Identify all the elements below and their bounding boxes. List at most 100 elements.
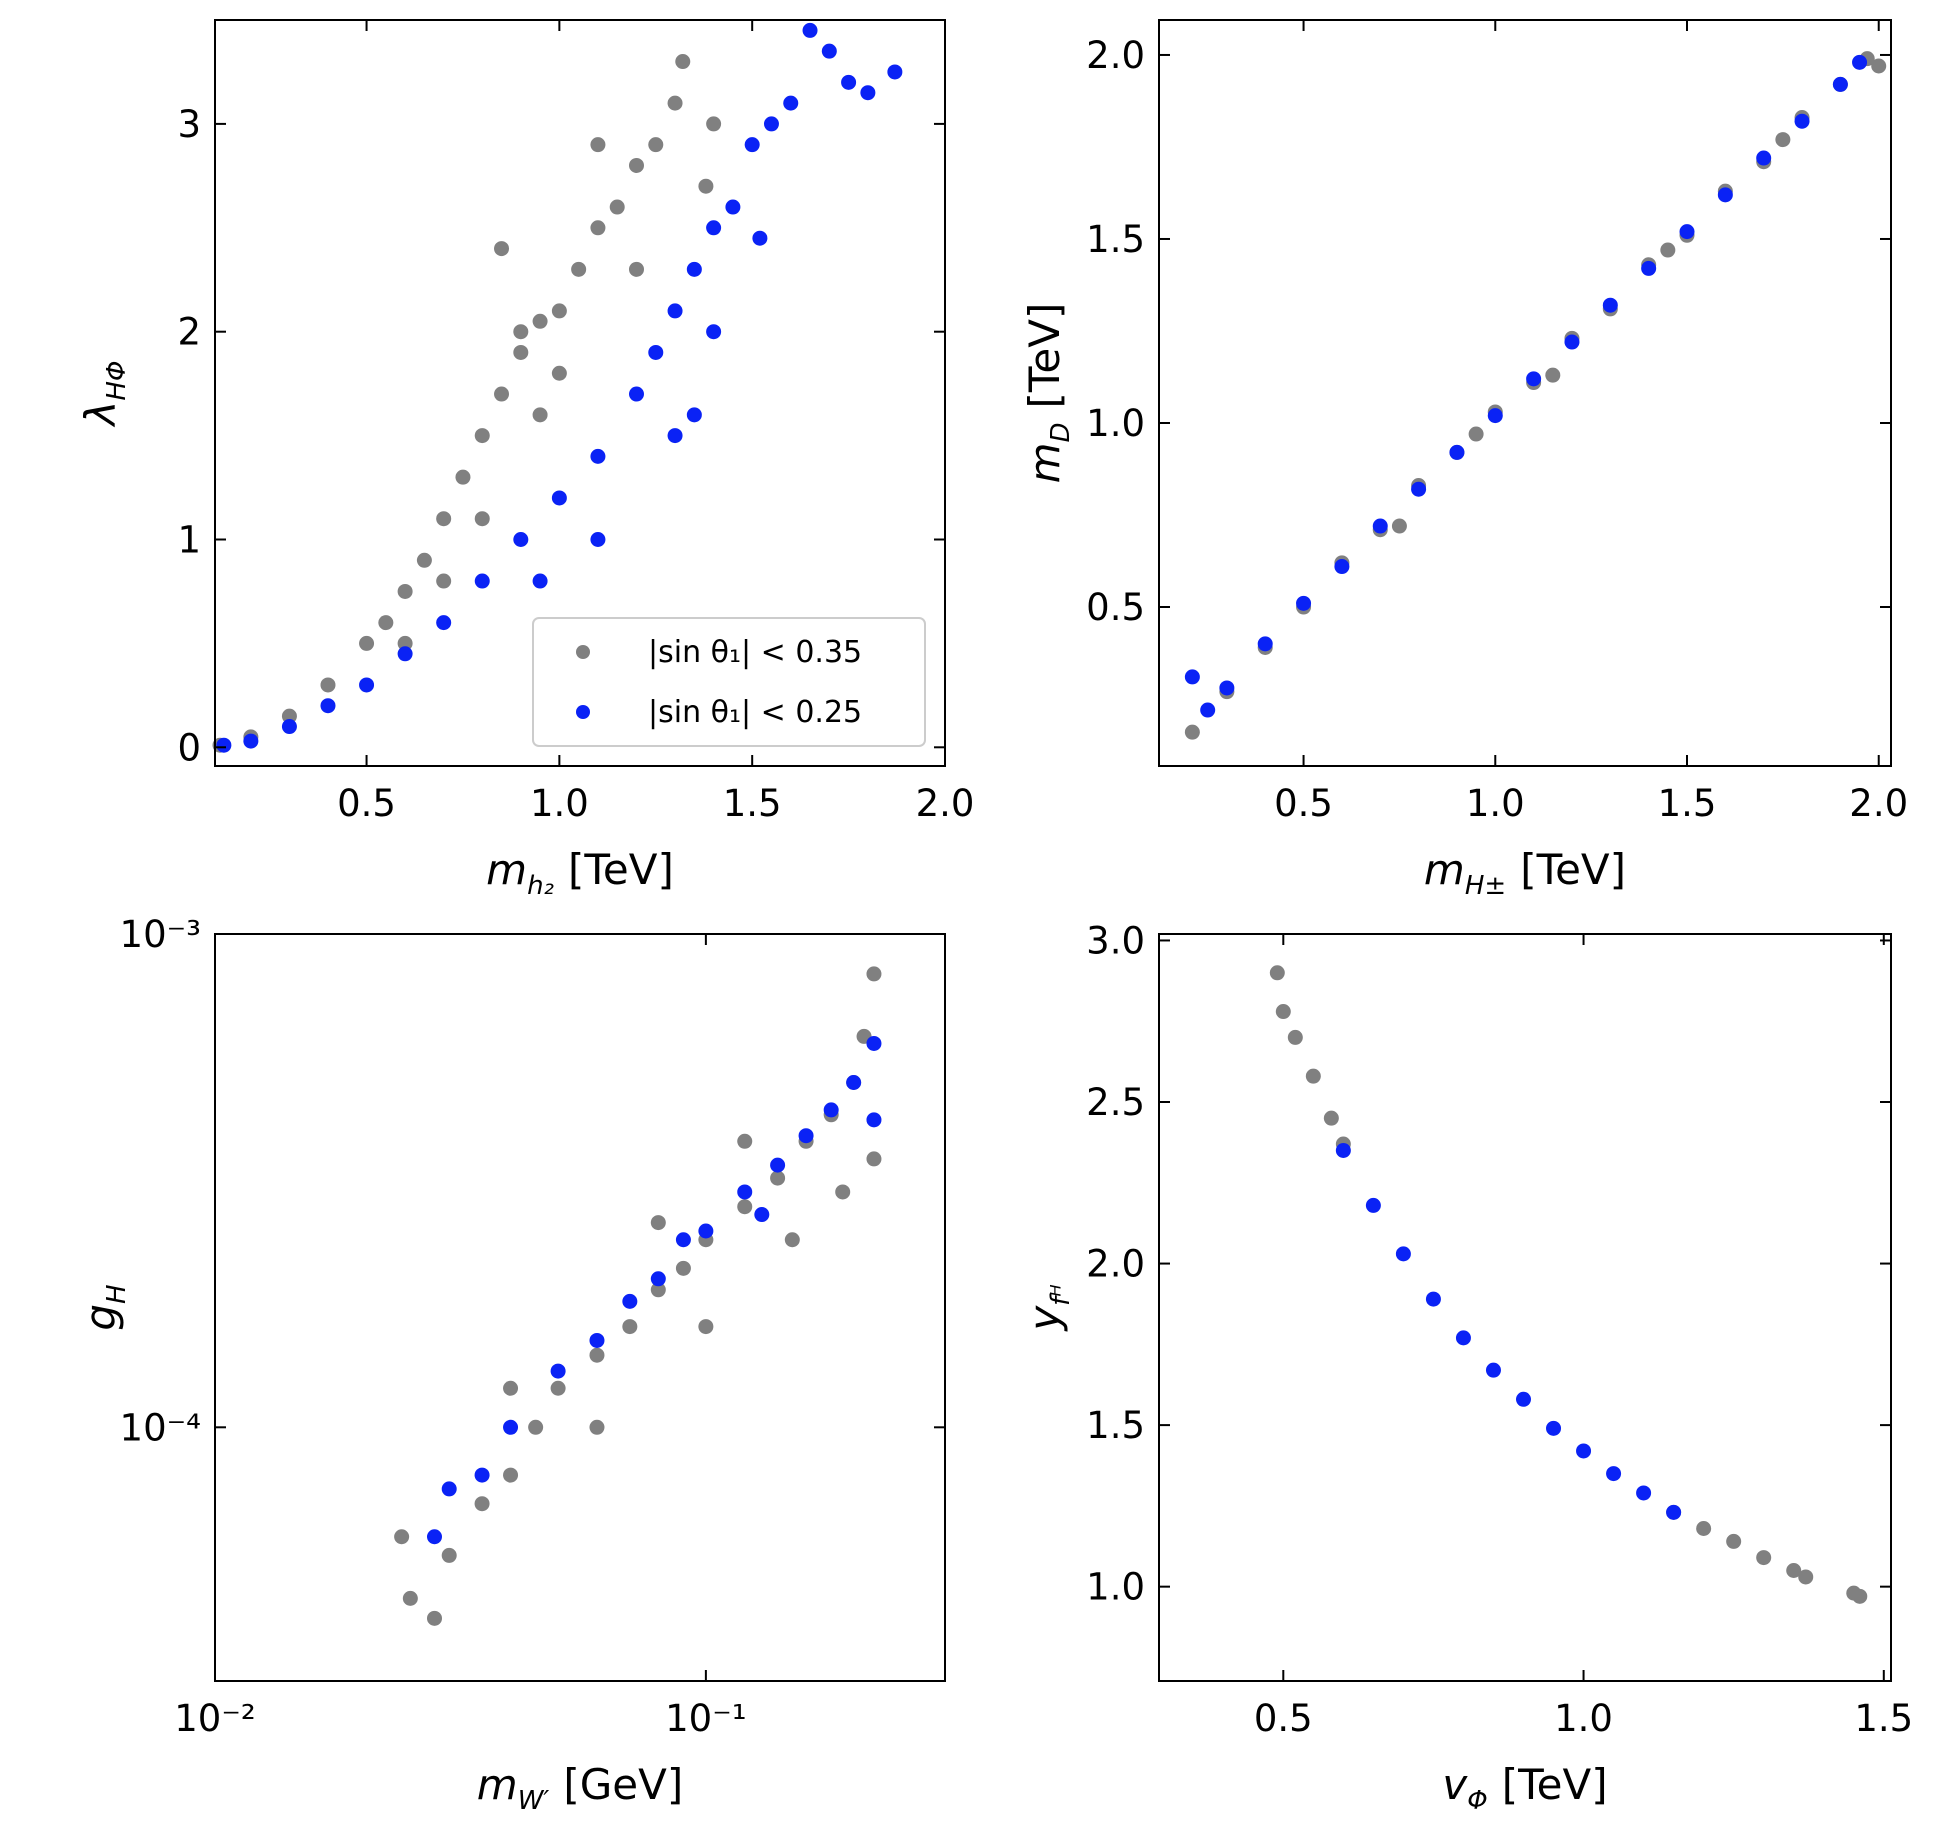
point	[503, 1467, 519, 1483]
point	[550, 1363, 566, 1379]
point	[1726, 1533, 1742, 1549]
point	[675, 1232, 691, 1248]
y-tick-label: 1.0	[1086, 1566, 1145, 1609]
point	[866, 1112, 882, 1128]
point	[770, 1170, 786, 1186]
x-tick-label: 0.5	[337, 782, 396, 825]
point	[835, 1184, 851, 1200]
label-subscript: H	[102, 1284, 132, 1304]
point	[1832, 76, 1848, 92]
point	[532, 313, 548, 329]
point	[320, 698, 336, 714]
point	[706, 220, 722, 236]
point	[416, 552, 432, 568]
point	[589, 1419, 605, 1435]
point	[474, 573, 490, 589]
label-subscript: D	[1046, 422, 1076, 442]
label-subscript: h₂	[527, 871, 554, 901]
point	[243, 733, 259, 749]
legend-marker	[576, 705, 590, 719]
label-subscript: H±	[1465, 871, 1506, 901]
plot-frame	[214, 933, 946, 1682]
label-unit: [GeV]	[563, 1760, 683, 1809]
point	[887, 64, 903, 80]
legend-label: |sin θ₁| < 0.35	[648, 635, 862, 670]
point	[866, 966, 882, 982]
y-tick-label: 1.5	[1086, 218, 1145, 261]
point	[798, 1128, 814, 1144]
x-tick-label: 1.0	[1554, 1697, 1613, 1740]
point	[1468, 426, 1484, 442]
point	[474, 511, 490, 527]
point	[1184, 669, 1200, 685]
point	[1636, 1485, 1652, 1501]
x-tick-label: 0.5	[1254, 1697, 1313, 1740]
point	[551, 490, 567, 506]
point	[784, 1232, 800, 1248]
label-subscript: Φ	[1467, 1786, 1487, 1816]
y-tick-label: 2.0	[1086, 34, 1145, 77]
point	[698, 1319, 714, 1335]
point	[823, 1102, 839, 1118]
label-unit: [TeV]	[568, 845, 674, 894]
point	[1296, 595, 1312, 611]
point	[494, 241, 510, 257]
point	[1756, 1550, 1772, 1566]
point	[216, 737, 232, 753]
y-tick-label: 2	[177, 311, 201, 354]
label-subscript: fᴴ	[1046, 1284, 1076, 1305]
point	[1487, 408, 1503, 424]
point	[1717, 187, 1733, 203]
point	[846, 1074, 862, 1090]
point	[752, 230, 768, 246]
point	[628, 261, 644, 277]
point	[503, 1380, 519, 1396]
y-tick-label: 1.0	[1086, 402, 1145, 445]
point	[589, 1332, 605, 1348]
point	[1606, 1466, 1622, 1482]
plot-frame	[1158, 933, 1892, 1682]
legend: |sin θ₁| < 0.35 |sin θ₁| < 0.25	[532, 617, 926, 747]
point	[590, 531, 606, 547]
point	[783, 95, 799, 111]
point	[441, 1547, 457, 1563]
point	[1545, 367, 1561, 383]
point	[698, 178, 714, 194]
point	[551, 303, 567, 319]
point	[686, 407, 702, 423]
point	[648, 137, 664, 153]
y-axis-label: λHΦ	[76, 361, 132, 428]
label-subscript: HΦ	[102, 361, 132, 401]
y-tick-label: 1	[177, 518, 201, 561]
point	[1287, 1029, 1303, 1045]
label-unit: [TeV]	[1020, 303, 1069, 409]
x-axis-label: mW′ [GeV]	[477, 1760, 683, 1816]
point	[860, 85, 876, 101]
point	[667, 95, 683, 111]
point	[503, 1419, 519, 1435]
point	[513, 324, 529, 340]
point	[474, 1496, 490, 1512]
point	[1184, 724, 1200, 740]
point	[550, 1380, 566, 1396]
point	[1395, 1246, 1411, 1262]
point	[744, 137, 760, 153]
point	[532, 573, 548, 589]
x-tick-label: 1.0	[530, 782, 589, 825]
point	[589, 1347, 605, 1363]
point	[436, 511, 452, 527]
point	[1602, 297, 1618, 313]
point	[378, 615, 394, 631]
point	[513, 531, 529, 547]
point	[706, 116, 722, 132]
label-symbol: m	[1424, 845, 1465, 894]
point	[802, 22, 818, 38]
point	[474, 1467, 490, 1483]
y-tick-label: 10⁻⁴	[120, 1406, 201, 1449]
point	[1425, 1291, 1441, 1307]
point	[1546, 1420, 1562, 1436]
plot-frame	[1158, 19, 1892, 767]
y-tick-label: 2.0	[1086, 1243, 1145, 1286]
point	[667, 428, 683, 444]
point	[1576, 1443, 1592, 1459]
